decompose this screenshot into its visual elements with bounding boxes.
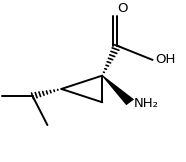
Text: O: O	[118, 2, 128, 15]
Text: NH₂: NH₂	[134, 97, 159, 110]
Text: OH: OH	[155, 53, 176, 66]
Polygon shape	[102, 75, 134, 105]
